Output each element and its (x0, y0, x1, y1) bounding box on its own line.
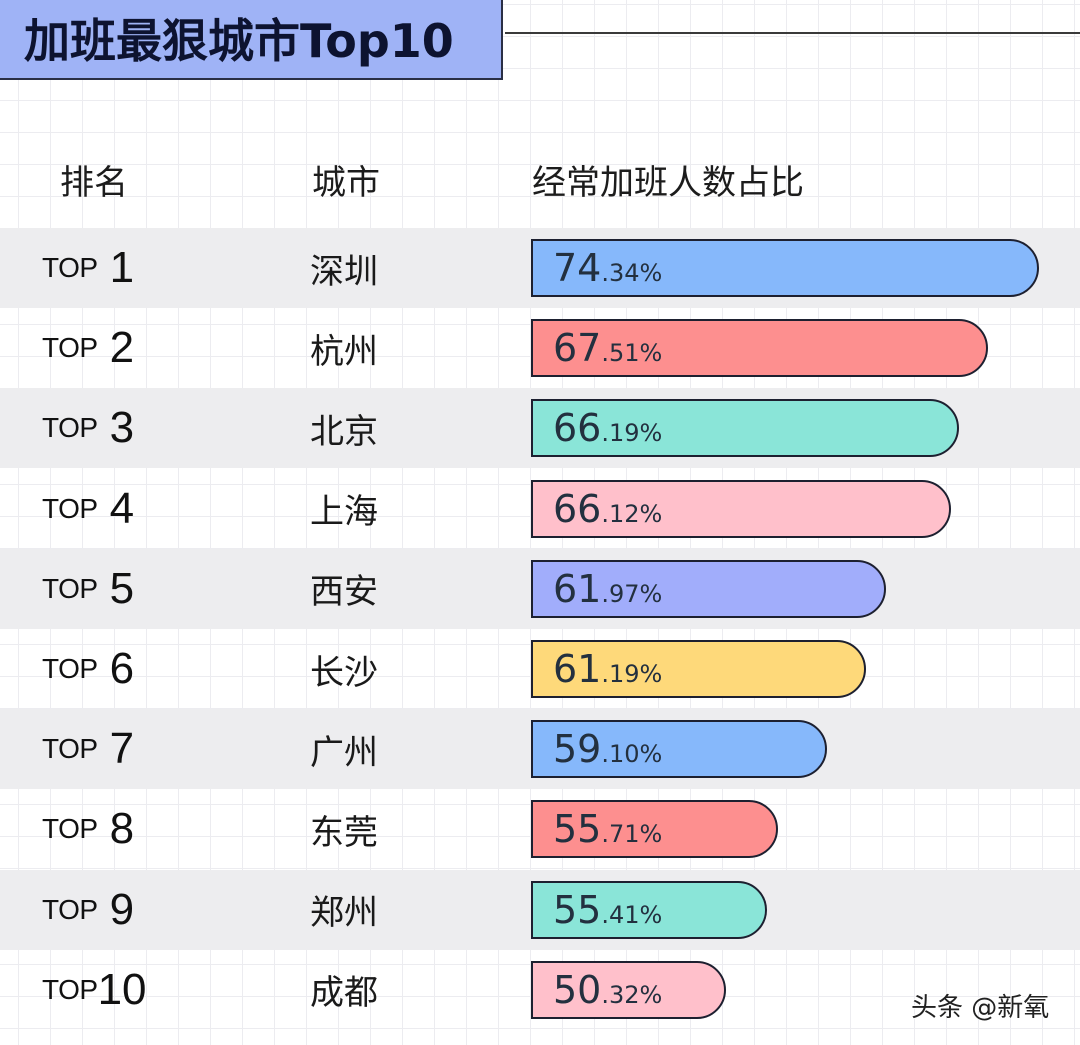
share-value: 66.12% (553, 487, 662, 531)
share-value-decimal: .41% (601, 900, 663, 929)
share-value-decimal: .19% (601, 660, 663, 688)
share-value-integer: 55 (553, 807, 602, 852)
column-header-rank: 排名 (60, 163, 128, 203)
share-value: 66.19% (553, 406, 662, 450)
share-value-decimal: .32% (601, 980, 663, 1009)
share-bar: 67.51% (531, 319, 988, 378)
rank-label: TOP 4 (42, 469, 134, 549)
rank-number: 7 (109, 724, 135, 774)
rank-prefix: TOP (42, 733, 98, 765)
share-value-integer: 61 (553, 647, 602, 691)
rank-label: TOP 8 (42, 789, 134, 869)
chart-title: 加班最狠城市Top10 (24, 14, 454, 68)
column-header-share: 经常加班人数占比 (532, 163, 804, 203)
share-value: 61.97% (553, 567, 662, 611)
share-value-integer: 66 (553, 486, 602, 531)
table-row: TOP 1 深圳 74.34% (0, 228, 1080, 308)
rank-prefix: TOP (42, 492, 98, 524)
share-value-integer: 55 (553, 887, 602, 932)
share-value-decimal: .71% (601, 820, 663, 849)
rank-number: 10 (97, 964, 147, 1014)
share-value: 59.10% (553, 727, 662, 771)
share-bar: 61.19% (531, 640, 866, 698)
rank-label: TOP 5 (42, 549, 134, 629)
table-row: TOP 3 北京 66.19% (0, 388, 1080, 469)
rank-label: TOP 3 (42, 388, 134, 468)
share-value: 61.19% (553, 647, 662, 691)
share-value: 55.41% (553, 888, 662, 932)
rank-number: 5 (109, 563, 135, 613)
rank-number: 3 (109, 403, 135, 453)
share-value-decimal: .19% (601, 419, 663, 448)
city-name: 深圳 (310, 251, 378, 292)
table-row: TOP 10 成都 50.32% (0, 950, 1080, 1030)
share-bar: 55.71% (531, 800, 778, 859)
rank-prefix: TOP (42, 893, 98, 925)
share-value-decimal: .51% (601, 339, 663, 368)
rank-number: 8 (109, 804, 135, 854)
share-bar: 66.12% (531, 479, 951, 538)
table-row: TOP 7 广州 59.10% (0, 709, 1080, 790)
rank-prefix: TOP (42, 653, 98, 684)
rank-prefix: TOP (42, 332, 98, 364)
share-bar: 66.19% (531, 399, 959, 458)
title-divider-line (505, 32, 1080, 34)
share-value-integer: 67 (553, 326, 602, 371)
share-value-decimal: .12% (601, 499, 663, 528)
rank-label: TOP 9 (42, 870, 134, 950)
table-row: TOP 2 杭州 67.51% (0, 308, 1080, 388)
rank-prefix: TOP (42, 572, 98, 604)
rank-prefix: TOP (42, 252, 98, 283)
rank-number: 4 (109, 483, 135, 533)
rank-label: TOP 1 (42, 228, 134, 308)
share-value-integer: 61 (553, 566, 602, 611)
city-name: 西安 (310, 572, 378, 613)
watermark: 头条 @新氧 (911, 993, 1050, 1023)
table-row: TOP 5 西安 61.97% (0, 548, 1080, 629)
rank-label: TOP 10 (42, 950, 147, 1030)
share-value-integer: 59 (553, 727, 602, 772)
rank-number: 6 (109, 644, 135, 693)
share-bar: 74.34% (531, 239, 1039, 297)
table-row: TOP 9 郑州 55.41% (0, 869, 1080, 950)
city-name: 郑州 (310, 893, 378, 934)
table-row: TOP 6 长沙 61.19% (0, 629, 1080, 709)
city-name: 成都 (310, 973, 378, 1014)
share-value-decimal: .34% (601, 259, 663, 287)
rank-prefix: TOP (42, 813, 98, 845)
title-banner: 加班最狠城市Top10 (0, 0, 503, 80)
share-value-integer: 66 (553, 406, 602, 451)
share-value: 55.71% (553, 807, 662, 851)
city-name: 长沙 (310, 652, 378, 693)
rank-label: TOP 6 (42, 629, 134, 709)
share-bar: 55.41% (531, 880, 767, 939)
table-row: TOP 4 上海 66.12% (0, 469, 1080, 549)
table-row: TOP 8 东莞 55.71% (0, 789, 1080, 869)
rank-number: 1 (109, 243, 135, 292)
rank-label: TOP 2 (42, 308, 134, 388)
share-value-decimal: .10% (601, 740, 663, 769)
city-name: 杭州 (310, 331, 378, 372)
share-value-decimal: .97% (601, 579, 663, 608)
rank-number: 2 (109, 323, 135, 373)
share-value: 50.32% (553, 968, 662, 1012)
share-value-integer: 74 (553, 246, 602, 290)
city-name: 东莞 (310, 812, 378, 853)
share-bar: 59.10% (531, 720, 827, 779)
city-name: 广州 (310, 732, 378, 773)
rank-prefix: TOP (42, 973, 98, 1005)
column-header-city: 城市 (312, 163, 380, 203)
share-bar: 50.32% (531, 960, 726, 1019)
city-name: 上海 (310, 492, 378, 533)
share-value: 74.34% (553, 246, 662, 290)
share-value: 67.51% (553, 326, 662, 370)
share-value-integer: 50 (553, 967, 602, 1012)
rank-prefix: TOP (42, 412, 98, 444)
rank-label: TOP 7 (42, 709, 134, 789)
rank-number: 9 (109, 884, 135, 934)
city-name: 北京 (310, 411, 378, 452)
share-bar: 61.97% (531, 559, 886, 618)
